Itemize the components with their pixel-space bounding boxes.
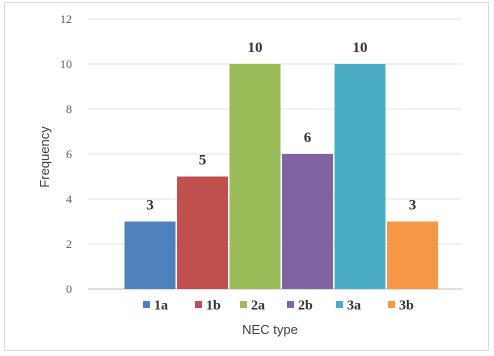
- legend-label-2a: 2a: [251, 299, 265, 314]
- legend-label-1a: 1a: [154, 299, 168, 314]
- bar-3b: [387, 221, 438, 289]
- bar-2a: [229, 64, 281, 289]
- y-tick-label: 6: [66, 147, 72, 161]
- legend-swatch-1a: [143, 301, 150, 308]
- legend-swatch-3a: [336, 301, 343, 308]
- legend-swatch-2a: [240, 301, 247, 308]
- data-label-2a: 10: [248, 40, 263, 56]
- legend-label-2b: 2b: [298, 299, 313, 314]
- bar-3a: [334, 64, 386, 289]
- legend: 1a 1b 2a 2b 3a 3b: [143, 299, 414, 314]
- y-tick-label: 8: [66, 102, 72, 116]
- legend-label-3a: 3a: [347, 299, 361, 314]
- data-labels: 3 5 10 6 10 3: [146, 40, 416, 214]
- bar-2b: [282, 154, 333, 289]
- legend-swatch-3b: [388, 301, 395, 308]
- legend-label-1b: 1b: [206, 299, 221, 314]
- legend-swatch-1b: [195, 301, 202, 308]
- y-tick-label: 4: [66, 192, 72, 206]
- y-tick-label: 10: [60, 57, 72, 71]
- y-axis-ticks: 0 2 4 6 8 10 12: [60, 12, 72, 296]
- data-label-3b: 3: [409, 198, 417, 214]
- y-tick-label: 12: [60, 12, 72, 26]
- y-axis-title: Frequency: [37, 126, 52, 188]
- chart-frame: [4, 2, 489, 351]
- legend-swatch-2b: [287, 301, 294, 308]
- y-tick-label: 0: [66, 282, 72, 296]
- bar-1b: [177, 176, 228, 289]
- legend-label-3b: 3b: [399, 299, 414, 314]
- data-label-1b: 5: [199, 153, 207, 169]
- bar-1a: [124, 221, 176, 289]
- data-label-1a: 3: [146, 198, 154, 214]
- bars: [124, 64, 438, 289]
- x-axis-title: NEC type: [242, 322, 298, 337]
- data-label-3a: 10: [353, 40, 368, 56]
- data-label-2b: 6: [304, 130, 312, 146]
- y-tick-label: 2: [66, 237, 72, 251]
